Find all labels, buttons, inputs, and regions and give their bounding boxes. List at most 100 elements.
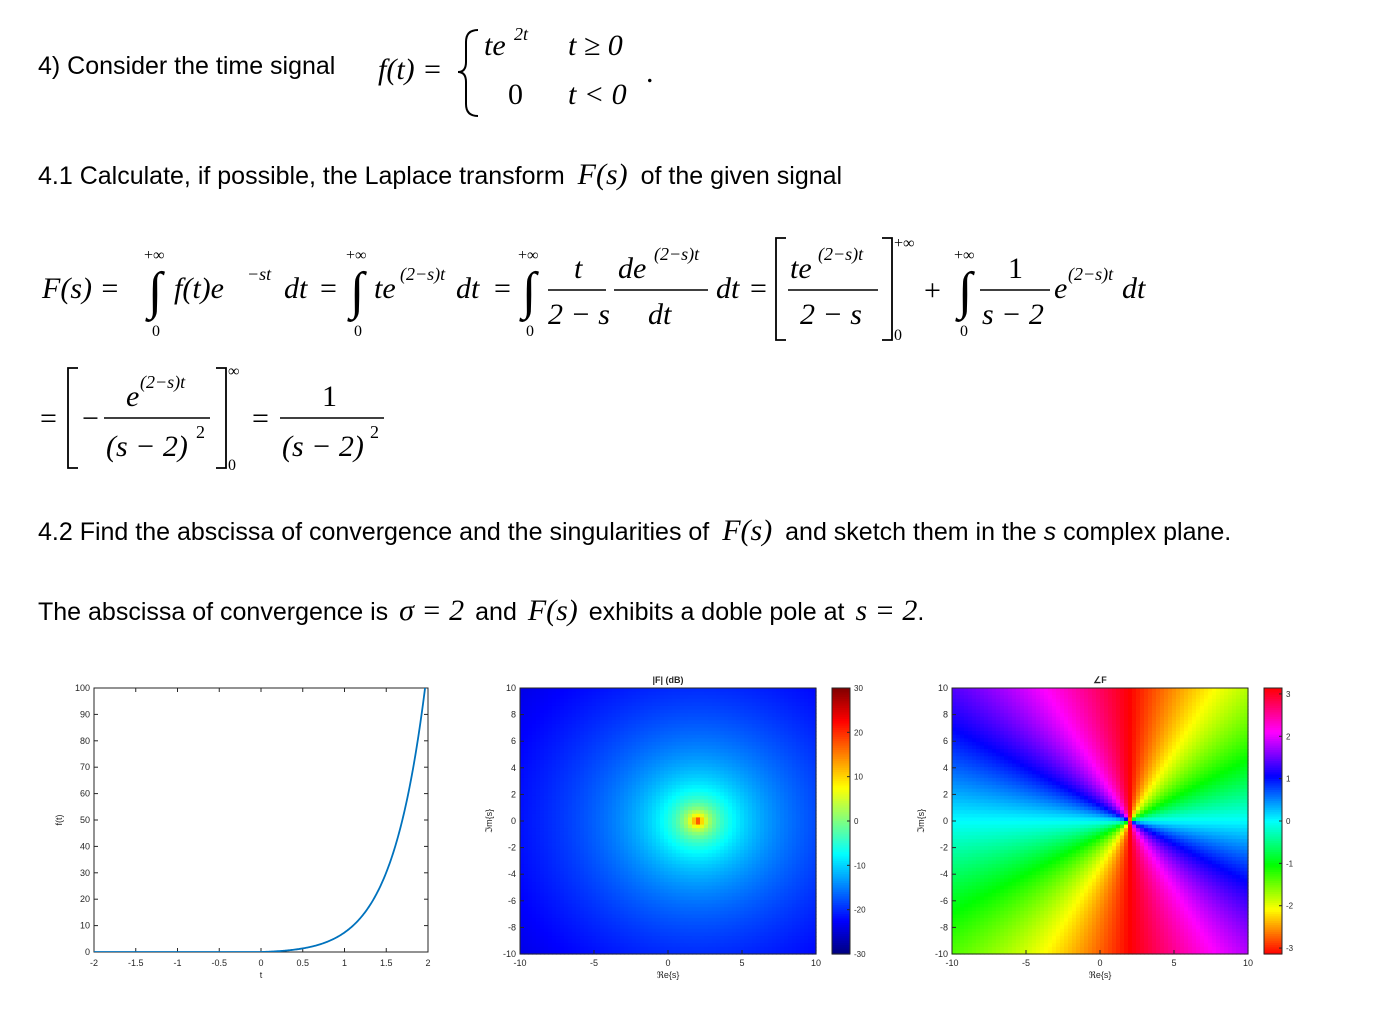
- map-cell: [740, 831, 745, 836]
- map-cell: [588, 795, 593, 801]
- map-cell: [592, 882, 597, 887]
- map-cell: [620, 824, 625, 829]
- map-cell: [640, 709, 645, 714]
- map-cell: [712, 752, 717, 757]
- map-cell: [620, 806, 625, 811]
- map-cell: [612, 777, 617, 783]
- map-cell: [788, 767, 793, 772]
- map-cell: [744, 889, 749, 894]
- map-cell: [528, 763, 533, 768]
- map-cell: [744, 882, 749, 887]
- map-cell: [732, 731, 737, 736]
- map-cell: [792, 889, 797, 894]
- map-cell: [676, 864, 681, 869]
- map-cell: [608, 785, 613, 790]
- map-cell: [612, 874, 617, 880]
- map-cell: [752, 705, 757, 711]
- map-cell: [660, 688, 665, 693]
- map-cell: [780, 918, 785, 923]
- map-cell: [776, 709, 781, 714]
- map-cell: [608, 900, 613, 905]
- map-cell: [616, 896, 621, 901]
- map-cell: [580, 860, 585, 865]
- map-cell: [688, 720, 693, 725]
- map-cell: [768, 752, 773, 757]
- map-cell: [768, 698, 773, 703]
- map-cell: [556, 806, 561, 811]
- map-cell: [684, 918, 689, 923]
- map-cell: [584, 900, 589, 905]
- map-cell: [644, 831, 649, 836]
- map-cell: [560, 914, 565, 919]
- map-cell: [700, 803, 705, 808]
- map-cell: [528, 817, 533, 822]
- map-cell: [520, 770, 525, 775]
- map-cell: [656, 720, 661, 725]
- map-cell: [748, 795, 753, 801]
- map-cell: [728, 716, 733, 721]
- map-cell: [792, 842, 797, 847]
- map-cell: [732, 770, 737, 775]
- map-cell: [732, 878, 737, 883]
- map-cell: [652, 688, 657, 693]
- map-cell: [624, 853, 629, 858]
- map-cell: [808, 774, 813, 779]
- map-cell: [800, 795, 805, 801]
- map-cell: [732, 705, 737, 711]
- map-cell: [572, 882, 577, 887]
- map-cell: [624, 838, 629, 844]
- map-cell: [716, 792, 721, 797]
- map-cell: [680, 903, 685, 908]
- map-cell: [588, 871, 593, 876]
- map-cell: [636, 759, 641, 765]
- map-cell: [792, 788, 797, 793]
- map-cell: [624, 767, 629, 772]
- map-cell: [684, 785, 689, 790]
- map-cell: [744, 849, 749, 854]
- map-cell: [532, 716, 537, 721]
- map-cell: [604, 889, 609, 894]
- map-cell: [756, 910, 761, 916]
- map-cell: [780, 752, 785, 757]
- map-cell: [784, 821, 789, 826]
- map-cell: [696, 882, 701, 887]
- map-cell: [552, 842, 557, 847]
- map-cell: [644, 745, 649, 750]
- map-cell: [584, 907, 589, 912]
- map-cell: [812, 864, 817, 869]
- map-cell: [524, 734, 529, 739]
- map-cell: [604, 752, 609, 757]
- map-cell: [580, 749, 585, 754]
- map-cell: [568, 795, 573, 801]
- map-cell: [668, 752, 673, 757]
- map-cell: [540, 803, 545, 808]
- map-cell: [724, 731, 729, 736]
- map-cell: [728, 860, 733, 865]
- map-cell: [728, 713, 733, 718]
- map-cell: [564, 918, 569, 923]
- map-cell: [560, 770, 565, 775]
- map-cell: [524, 921, 529, 926]
- map-cell: [676, 745, 681, 750]
- map-cell: [652, 842, 657, 847]
- map-cell: [704, 831, 709, 836]
- map-cell: [648, 792, 653, 797]
- map-cell: [716, 846, 721, 851]
- map-cell: [784, 702, 789, 707]
- map-cell: [636, 741, 641, 747]
- derivation-line-1: F(s) = +∞ ∫ 0 f(t)e −st dt = +∞ ∫ 0 te (…: [41, 235, 1146, 344]
- map-cell: [536, 705, 541, 711]
- map-cell: [660, 709, 665, 714]
- map-cell: [536, 702, 541, 707]
- map-cell: [700, 842, 705, 847]
- map-cell: [552, 716, 557, 721]
- map-cell: [644, 741, 649, 747]
- map-cell: [552, 810, 557, 815]
- map-cell: [520, 777, 525, 783]
- map-cell: [616, 907, 621, 912]
- map-cell: [680, 767, 685, 772]
- map-cell: [736, 702, 741, 707]
- map-cell: [672, 838, 677, 844]
- map-cell: [684, 860, 689, 865]
- map-cell: [688, 785, 693, 790]
